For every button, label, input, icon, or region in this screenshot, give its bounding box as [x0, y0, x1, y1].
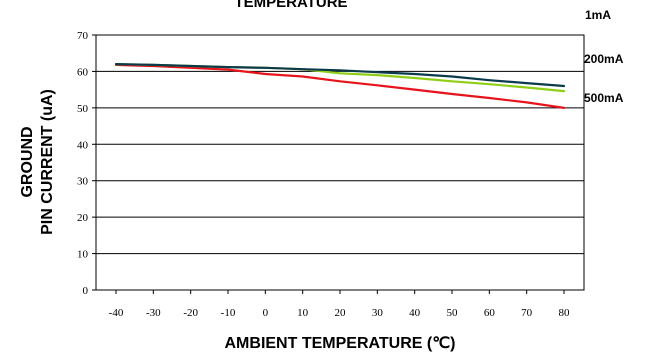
grid	[96, 70, 584, 255]
y-tick-label: 30	[77, 176, 89, 188]
x-tick-label: 60	[484, 307, 496, 319]
x-tick-label: -10	[221, 307, 236, 319]
x-tick-label: -30	[146, 307, 161, 319]
x-tick-label: 40	[409, 307, 421, 319]
x-tick-label: -40	[109, 307, 124, 319]
series-label-1ma: 1mA	[585, 8, 611, 22]
series-line-1ma	[114, 62, 566, 88]
x-axis-title: AMBIENT TEMPERATURE (℃)	[225, 335, 456, 352]
y-tick-label: 50	[77, 103, 89, 115]
series-label-500ma: 500mA	[584, 91, 624, 105]
x-tick-label: 80	[559, 307, 571, 319]
series-lines	[114, 62, 566, 110]
y-tick-label: 0	[83, 285, 89, 297]
y-tick-label: 10	[77, 249, 89, 261]
y-axis-title: GROUND PIN CURRENT (uA)	[19, 89, 56, 235]
y-tick-label: 40	[77, 139, 89, 151]
y-axis-title-line-1: GROUND	[19, 126, 36, 197]
x-tick-label: 0	[263, 307, 269, 319]
plot-frame	[95, 34, 585, 291]
x-tick-label: 20	[335, 307, 347, 319]
series-line-500ma	[114, 63, 566, 110]
x-tick-label: 50	[447, 307, 459, 319]
x-axis-ticks: -40 -30 -20 -10 0 10 20 30 40 50 60 70 80	[109, 290, 570, 319]
y-tick-label: 60	[77, 66, 89, 78]
x-tick-label: 70	[521, 307, 533, 319]
x-tick-label: 30	[372, 307, 384, 319]
series-labels: 1mA 200mA 500mA	[584, 8, 624, 105]
x-tick-label: -20	[183, 307, 198, 319]
chart-title: TEMPERATURE	[234, 0, 347, 11]
y-tick-label: 70	[77, 30, 89, 42]
series-label-200ma: 200mA	[584, 52, 624, 66]
x-tick-label: 10	[297, 307, 309, 319]
y-axis-title-line-2: PIN CURRENT (uA)	[39, 89, 56, 235]
y-tick-label: 20	[77, 212, 89, 224]
y-axis-ticks: 0 10 20 30 40 50 60 70	[77, 30, 96, 297]
